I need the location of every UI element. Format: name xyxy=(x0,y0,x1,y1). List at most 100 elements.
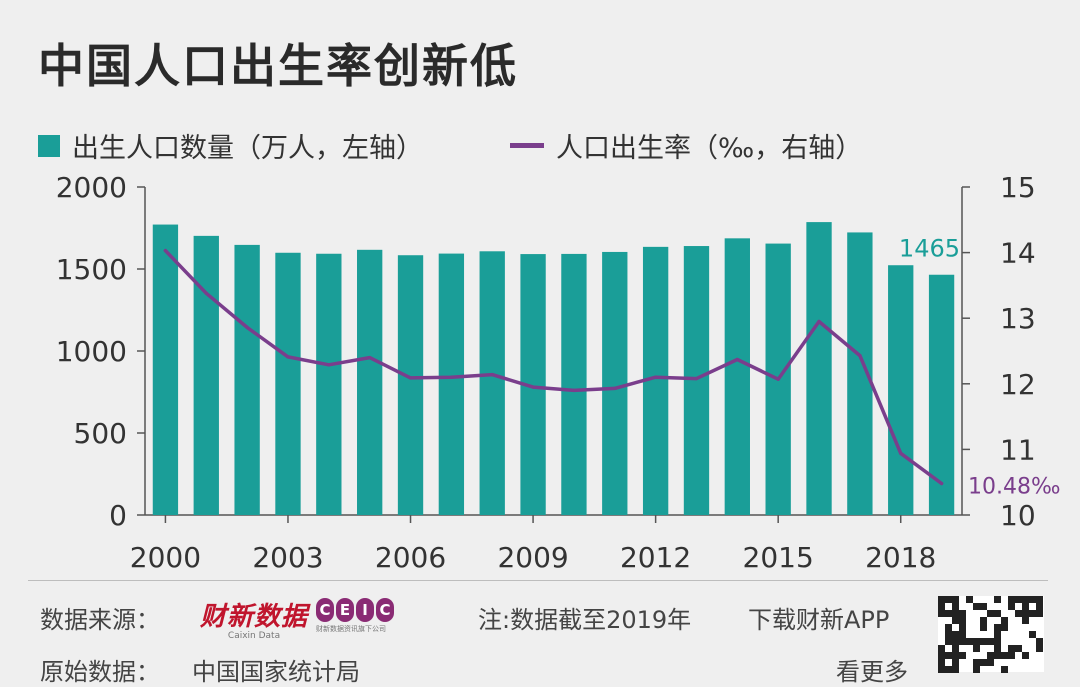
left-axis-tick-label: 0 xyxy=(109,499,127,532)
qr-cell xyxy=(987,652,994,659)
qr-cell xyxy=(952,645,959,652)
birth-rate-point xyxy=(245,325,249,329)
data-note: 注:数据截至2019年 xyxy=(478,606,692,634)
right-axis-tick-label: 10 xyxy=(1000,499,1036,532)
birth-rate-point xyxy=(858,353,862,358)
birth-rate-point xyxy=(735,357,739,362)
birth-rate-point xyxy=(613,386,617,390)
qr-cell xyxy=(938,652,945,659)
qr-cell xyxy=(994,596,1001,603)
qr-cell xyxy=(952,617,959,624)
bar-births xyxy=(602,251,628,515)
bar-births xyxy=(438,253,465,516)
bar-births xyxy=(316,253,342,516)
ceic-letter: E xyxy=(336,598,354,622)
right-axis-tick-label: 11 xyxy=(1000,433,1036,466)
right-axis-tick-label: 14 xyxy=(1000,237,1036,270)
qr-cell xyxy=(1022,603,1029,610)
bar-births xyxy=(275,252,301,515)
birth-rate-point xyxy=(490,373,494,377)
qr-cell xyxy=(938,645,945,652)
download-app-link[interactable]: 下载财新APP xyxy=(748,606,890,634)
bar-births xyxy=(683,246,710,515)
qr-cell xyxy=(1008,645,1015,652)
qr-cell xyxy=(945,652,952,659)
bar-births xyxy=(397,255,424,515)
qr-cell xyxy=(1022,596,1029,603)
birth-rate-point xyxy=(694,376,699,381)
birth-rate-point xyxy=(163,249,168,253)
bar-births xyxy=(479,251,505,515)
birth-rate-point xyxy=(449,375,453,379)
qr-cell xyxy=(1036,603,1043,610)
qr-cell xyxy=(959,617,966,624)
qr-cell xyxy=(1001,652,1008,659)
qr-cell xyxy=(994,624,1001,631)
qr-cell xyxy=(945,631,952,638)
birth-rate-point xyxy=(204,291,208,295)
qr-cell xyxy=(1008,596,1015,603)
qr-cell xyxy=(1029,610,1036,617)
qr-cell xyxy=(987,610,994,617)
x-axis-tick-label: 2003 xyxy=(252,541,323,574)
qr-cell xyxy=(980,659,987,666)
legend-item-births: 出生人口数量（万人，左轴） xyxy=(38,126,423,165)
bar-births xyxy=(928,274,955,515)
birth-rate-point xyxy=(286,355,290,359)
legend-swatch-bar xyxy=(38,134,60,157)
qr-cell xyxy=(973,645,980,652)
qr-cell xyxy=(1029,631,1036,638)
qr-cell xyxy=(938,659,945,666)
qr-cell xyxy=(938,603,945,610)
qr-cell xyxy=(973,638,980,645)
qr-cell xyxy=(938,610,945,617)
caixin-logo-subtext: Caixin Data xyxy=(227,631,281,641)
footer-divider xyxy=(28,580,1048,581)
page-title: 中国人口出生率创新低 xyxy=(38,39,518,93)
birth-rate-line xyxy=(163,248,944,486)
qr-cell xyxy=(1036,596,1043,603)
qr-cell xyxy=(1029,596,1036,603)
qr-cell xyxy=(945,624,952,631)
see-more-link[interactable]: 看更多 xyxy=(836,658,908,686)
qr-cell xyxy=(980,603,987,610)
left-axis-tick-label: 1500 xyxy=(56,253,127,286)
qr-cell xyxy=(952,638,959,645)
qr-code[interactable] xyxy=(938,596,1044,673)
qr-cell xyxy=(945,666,952,673)
legend-item-birth-rate: 人口出生率（‰，右轴） xyxy=(510,126,862,165)
qr-cell xyxy=(952,659,959,666)
qr-cell xyxy=(966,638,973,645)
qr-cell xyxy=(945,610,952,617)
qr-cell xyxy=(973,603,980,610)
caixin-data-logo: 财新数据 Caixin Data xyxy=(200,596,308,641)
qr-cell xyxy=(1022,617,1029,624)
birth-rate-point xyxy=(531,385,535,389)
qr-cell xyxy=(987,638,994,645)
x-axis-tick-label: 2012 xyxy=(620,541,691,574)
qr-cell xyxy=(1001,617,1008,624)
x-axis-tick-label: 2000 xyxy=(130,541,201,574)
ceic-letter: C xyxy=(316,598,334,622)
qr-cell xyxy=(952,610,959,617)
birth-rate-point xyxy=(654,375,658,379)
birth-rate-point xyxy=(776,377,780,381)
qr-cell xyxy=(980,638,987,645)
qr-cell xyxy=(945,596,952,603)
qr-cell xyxy=(1036,610,1043,617)
qr-cell xyxy=(1022,652,1029,659)
qr-cell xyxy=(952,666,959,673)
caixin-logo-text: 财新数据 xyxy=(200,602,309,632)
left-axis-tick-label: 500 xyxy=(74,417,127,450)
qr-cell xyxy=(994,638,1001,645)
bar-births xyxy=(193,235,219,515)
qr-cell xyxy=(959,624,966,631)
ceic-subtext: 财新数据资讯旗下公司 xyxy=(316,625,386,633)
chart-legend: 出生人口数量（万人，左轴） 人口出生率（‰，右轴） xyxy=(38,126,1038,166)
qr-cell xyxy=(1022,610,1029,617)
qr-cell xyxy=(994,645,1001,652)
qr-cell xyxy=(1015,610,1022,617)
ceic-letter: I xyxy=(356,598,374,622)
source-label: 数据来源： xyxy=(40,606,160,634)
qr-cell xyxy=(945,638,952,645)
